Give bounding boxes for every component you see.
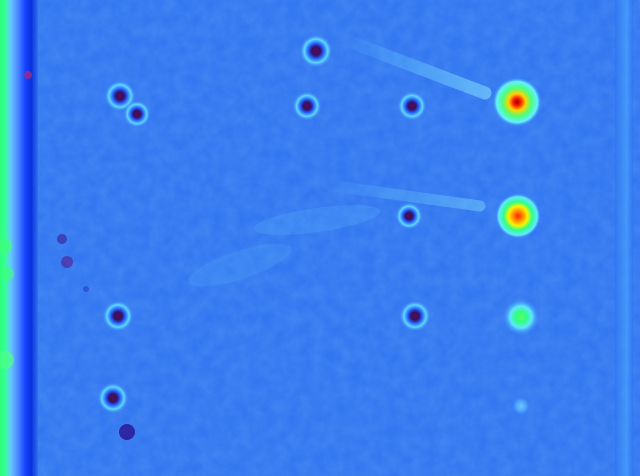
right-edge-stripe	[615, 0, 633, 476]
left-edge-band	[0, 0, 38, 476]
spot-left-column-c	[83, 286, 89, 292]
left-edge-green-bulge-c	[0, 351, 14, 369]
streak-top-right	[333, 31, 492, 100]
spot-bottom-left-small	[119, 424, 135, 440]
spot-middle-right	[395, 202, 423, 230]
bright-spot-middle-right	[495, 193, 541, 239]
faint-diffuse-band-mid	[253, 205, 381, 235]
spot-upper-mid-right	[397, 91, 427, 121]
spot-top-center	[299, 34, 333, 68]
bright-spot-lower-right	[502, 298, 540, 336]
spot-upper-left-b	[123, 100, 151, 128]
faint-spot-bottom-right	[511, 396, 531, 416]
streak-middle-right	[314, 178, 486, 212]
spot-left-column-b	[61, 256, 73, 268]
spot-left-column-a	[57, 234, 67, 244]
spot-left-edge-upper	[24, 71, 32, 79]
spot-upper-center	[292, 91, 322, 121]
spot-bottom-left	[97, 382, 129, 414]
left-edge-green-bulge-b	[0, 267, 14, 281]
spot-lower-center-right	[399, 300, 431, 332]
faint-diffuse-band-left	[188, 243, 292, 287]
bright-spot-top-right	[492, 77, 542, 127]
spot-lower-left	[102, 300, 134, 332]
left-edge-green-bulge-a	[0, 238, 12, 254]
